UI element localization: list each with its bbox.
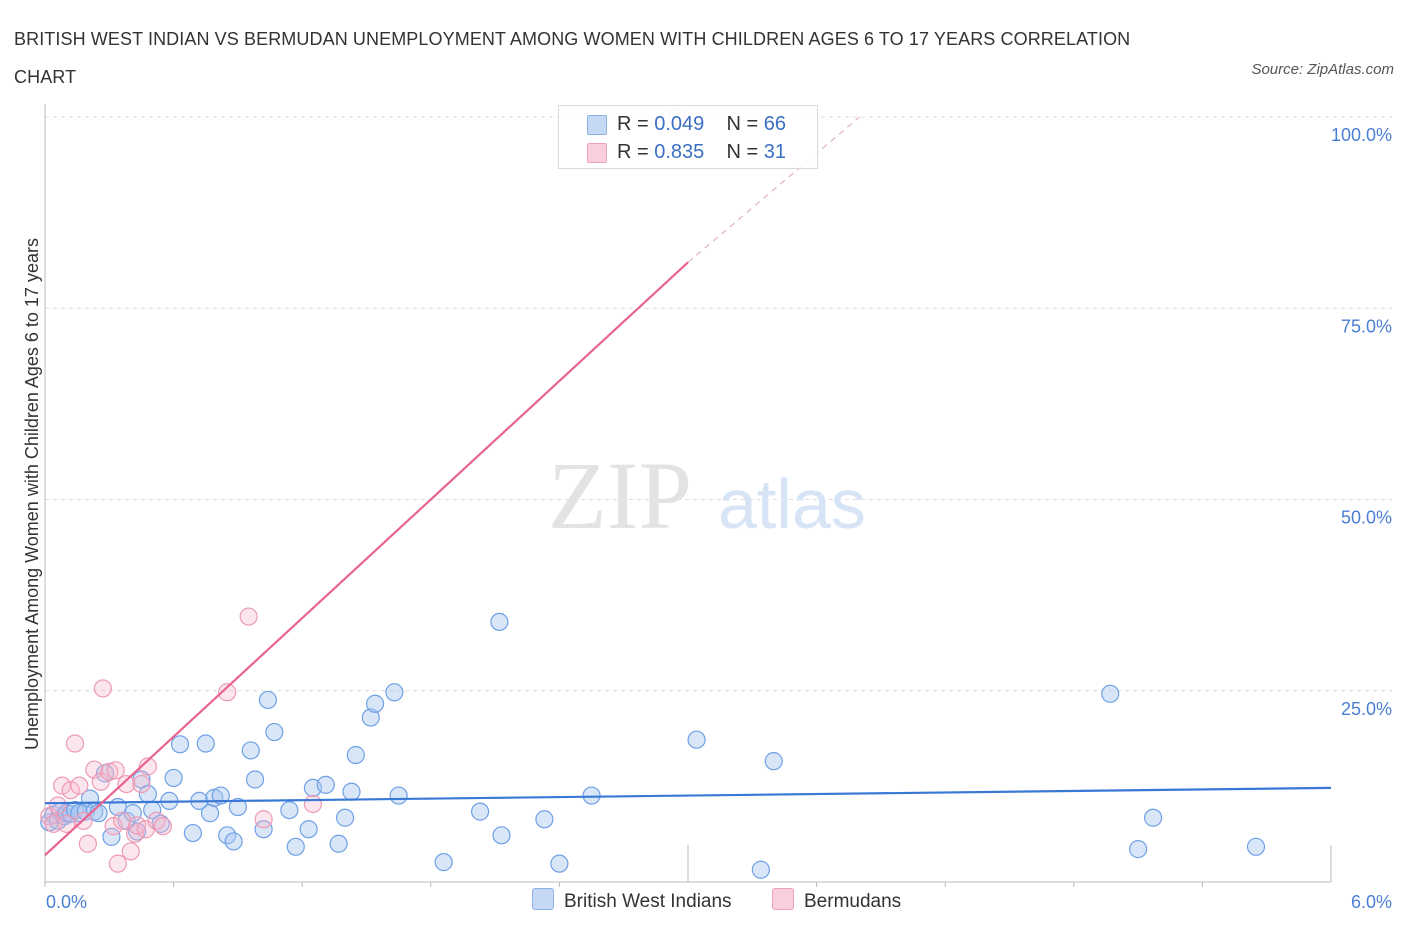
data-point bbox=[535, 810, 554, 829]
data-point bbox=[132, 774, 151, 794]
watermark-atlas: atlas bbox=[718, 465, 866, 543]
data-point bbox=[303, 794, 323, 814]
data-point bbox=[61, 781, 80, 800]
data-point bbox=[687, 730, 706, 749]
legend-r-label: R = bbox=[617, 113, 655, 135]
data-point bbox=[265, 722, 284, 742]
legend: R = 0.049 N = 66 R = 0.835 N = 31 bbox=[558, 105, 818, 169]
data-point bbox=[550, 854, 569, 873]
data-point bbox=[470, 802, 490, 821]
data-point bbox=[299, 820, 318, 839]
legend-n-label: N = bbox=[726, 141, 764, 163]
x-tick-label: 6.0% bbox=[1351, 892, 1392, 912]
trend-line-british-west-indians bbox=[44, 786, 1332, 805]
data-point bbox=[492, 826, 511, 845]
legend-r-label: R = bbox=[617, 141, 655, 163]
data-point bbox=[316, 775, 335, 794]
data-point bbox=[346, 745, 365, 765]
data-point bbox=[751, 860, 770, 879]
bottom-legend-swatch-blue bbox=[532, 888, 554, 910]
data-point bbox=[44, 814, 63, 833]
data-point bbox=[78, 834, 97, 853]
data-point bbox=[57, 814, 76, 833]
legend-r-value: 0.835 bbox=[654, 141, 705, 163]
data-point bbox=[104, 817, 123, 836]
data-point bbox=[335, 808, 355, 827]
data-point bbox=[100, 762, 119, 781]
data-point bbox=[258, 690, 278, 710]
data-point bbox=[365, 694, 385, 713]
data-point bbox=[286, 837, 305, 856]
data-point bbox=[241, 741, 260, 760]
data-point bbox=[1144, 808, 1163, 827]
data-point bbox=[342, 782, 361, 801]
legend-n-value: 31 bbox=[763, 141, 787, 163]
bottom-legend-bermudans: Bermudans bbox=[772, 888, 901, 913]
data-point bbox=[245, 770, 265, 789]
bottom-legend-british-west-indians: British West Indians bbox=[532, 888, 732, 913]
legend-r-value: 0.049 bbox=[654, 113, 705, 135]
data-point bbox=[329, 834, 348, 853]
data-point bbox=[117, 774, 136, 794]
data-point bbox=[254, 810, 273, 829]
data-point bbox=[239, 607, 258, 626]
legend-swatch-pink bbox=[587, 143, 607, 163]
trend-line-bermudans-extension bbox=[687, 116, 860, 263]
data-point bbox=[1128, 840, 1148, 859]
data-point bbox=[200, 804, 220, 823]
data-point bbox=[228, 797, 247, 817]
data-point bbox=[170, 735, 190, 754]
data-point bbox=[108, 854, 127, 873]
y-tick-label: 75.0% bbox=[1341, 316, 1392, 336]
legend-n-value: 66 bbox=[763, 113, 787, 135]
y-axis-label: Unemployment Among Women with Children A… bbox=[22, 238, 42, 750]
data-point bbox=[128, 816, 147, 835]
data-point bbox=[764, 752, 783, 771]
watermark-zip: ZIP bbox=[548, 442, 692, 549]
y-tick-label: 100.0% bbox=[1331, 125, 1392, 145]
data-point bbox=[164, 768, 183, 788]
trend-line-bermudans bbox=[44, 261, 689, 857]
legend-n-label: N = bbox=[726, 113, 764, 135]
data-point bbox=[218, 683, 237, 702]
x-tick-label: 0.0% bbox=[46, 892, 87, 912]
data-point bbox=[490, 612, 509, 632]
y-tick-label: 50.0% bbox=[1341, 508, 1392, 528]
data-point bbox=[121, 842, 140, 861]
data-point bbox=[153, 817, 172, 836]
bottom-legend-swatch-pink bbox=[772, 888, 794, 910]
data-point bbox=[138, 757, 157, 776]
data-point bbox=[385, 683, 404, 702]
grid-lines bbox=[45, 116, 1392, 692]
data-point bbox=[254, 820, 273, 839]
data-point bbox=[224, 832, 243, 851]
data-point bbox=[106, 761, 125, 780]
legend-swatch-blue bbox=[587, 115, 607, 135]
data-point bbox=[183, 823, 202, 843]
data-point bbox=[93, 679, 112, 698]
data-point bbox=[196, 734, 215, 753]
data-point bbox=[48, 796, 67, 815]
axes bbox=[44, 104, 1332, 887]
data-point bbox=[389, 786, 408, 805]
data-point bbox=[1246, 837, 1266, 856]
trend-lines bbox=[44, 116, 1332, 857]
chart-source: Source: ZipAtlas.com bbox=[1251, 61, 1394, 78]
data-point bbox=[361, 708, 380, 727]
data-point bbox=[434, 853, 453, 872]
chart-title: BRITISH WEST INDIAN VS BERMUDAN UNEMPLOY… bbox=[14, 29, 1131, 87]
bottom-legend-label: British West Indians bbox=[564, 891, 732, 912]
series-british-west-indians bbox=[40, 612, 1266, 879]
y-tick-label: 25.0% bbox=[1341, 699, 1392, 719]
watermark: ZIP atlas bbox=[548, 442, 866, 549]
bottom-legend-label: Bermudans bbox=[804, 891, 902, 912]
data-point bbox=[1101, 684, 1120, 703]
data-point bbox=[70, 776, 89, 795]
data-point bbox=[113, 811, 132, 830]
data-point bbox=[211, 786, 230, 805]
tick-labels: 25.0% 50.0% 75.0% 100.0% 0.0% 6.0% bbox=[46, 125, 1392, 912]
data-point bbox=[65, 734, 85, 753]
data-point bbox=[280, 800, 299, 820]
